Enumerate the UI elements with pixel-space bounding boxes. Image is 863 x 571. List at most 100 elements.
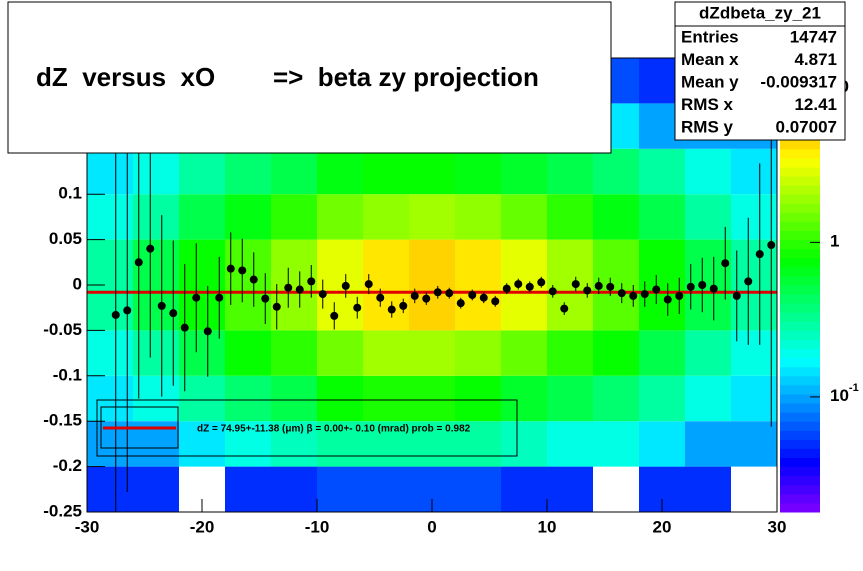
profile-point <box>249 275 258 284</box>
color-step <box>780 493 820 504</box>
heat-cell <box>409 375 455 422</box>
z-tick-exponent: -1 <box>849 382 859 394</box>
profile-point <box>491 297 500 306</box>
x-tick-label: 30 <box>768 517 787 536</box>
color-step <box>780 139 820 150</box>
x-tick-label: -10 <box>305 517 330 536</box>
heat-cell <box>179 194 225 240</box>
heat-cell <box>685 194 731 240</box>
profile-point <box>364 280 373 289</box>
color-step <box>780 348 820 359</box>
heat-cell <box>547 239 593 285</box>
heat-cell <box>685 466 731 512</box>
profile-point <box>203 327 212 336</box>
color-step <box>780 384 820 395</box>
y-tick-label: -0.1 <box>53 365 82 384</box>
profile-point <box>709 284 718 293</box>
profile-point <box>226 264 235 273</box>
color-step <box>780 412 820 422</box>
profile-point <box>640 290 649 299</box>
color-step <box>780 321 820 331</box>
heat-cell <box>87 239 133 285</box>
color-step <box>780 439 820 449</box>
heat-cell <box>731 148 777 195</box>
color-step <box>780 448 820 459</box>
profile-point <box>514 280 523 289</box>
chart-title: dZ versus xO => beta zy projection <box>36 62 539 92</box>
x-tick-label: 20 <box>653 517 672 536</box>
heat-cell <box>363 466 409 512</box>
profile-point <box>698 281 707 289</box>
heat-cell <box>363 194 409 240</box>
profile-point <box>169 309 178 318</box>
heat-cell <box>133 375 179 422</box>
profile-point <box>445 289 454 298</box>
heat-cell <box>179 375 225 422</box>
color-step <box>780 275 820 286</box>
color-step <box>780 484 820 495</box>
heat-cell <box>455 239 501 285</box>
color-step <box>780 230 820 241</box>
profile-point <box>675 291 684 300</box>
profile-point <box>663 295 672 304</box>
profile-point <box>192 293 201 302</box>
title-box: dZ versus xO => beta zy projection <box>7 1 612 154</box>
stats-label: RMS x <box>681 95 734 114</box>
profile-point <box>387 305 396 314</box>
heat-cell <box>501 194 547 240</box>
stats-label: RMS y <box>681 117 734 136</box>
profile-point <box>410 291 419 300</box>
heat-cell <box>593 375 639 422</box>
color-step <box>780 366 820 377</box>
profile-point <box>732 291 741 300</box>
heat-cell <box>87 148 133 195</box>
heat-cell <box>547 148 593 195</box>
profile-point <box>146 244 155 253</box>
profile-point <box>238 266 247 275</box>
heat-cell <box>639 148 685 195</box>
legend-swatch-box <box>100 406 179 449</box>
heat-cell <box>363 148 409 195</box>
profile-point <box>468 290 477 299</box>
profile-point <box>744 277 753 286</box>
profile-point <box>652 285 661 294</box>
heat-cell <box>87 194 133 240</box>
z-tick-label: 10-1 <box>830 382 859 406</box>
heat-cell <box>501 421 547 467</box>
heat-cell <box>731 375 777 422</box>
heat-cell <box>455 375 501 422</box>
color-step <box>780 266 820 277</box>
heat-cell <box>271 375 317 422</box>
y-tick-label: -0.05 <box>43 320 82 339</box>
profile-point <box>134 258 143 267</box>
color-step <box>780 203 820 213</box>
x-tick-label: 0 <box>427 517 436 536</box>
profile-point <box>157 301 166 310</box>
heat-cell <box>685 421 731 467</box>
heat-cell <box>685 375 731 422</box>
heat-cell <box>731 330 777 376</box>
profile-point <box>295 285 304 294</box>
heat-cell <box>501 148 547 195</box>
profile-point <box>755 250 764 259</box>
color-step <box>780 221 820 232</box>
heat-cell <box>455 421 501 467</box>
color-step <box>780 339 820 350</box>
stats-value: 14747 <box>790 27 837 46</box>
heat-cell <box>179 330 225 376</box>
color-step <box>780 421 820 431</box>
profile-point <box>502 284 511 293</box>
profile-point <box>422 294 431 303</box>
heat-cell <box>593 330 639 376</box>
profile-point <box>123 306 132 315</box>
heat-cell <box>317 239 363 285</box>
stats-value: -0.009317 <box>760 72 837 91</box>
heat-cell <box>547 375 593 422</box>
profile-point <box>606 282 615 291</box>
heat-cell <box>455 466 501 512</box>
legend-label: dZ = 74.95+-11.38 (μm) β = 0.00+- 0.10 (… <box>197 424 471 435</box>
color-step <box>780 285 820 295</box>
profile-point <box>560 304 569 313</box>
z-tick-base: 10 <box>830 386 849 405</box>
